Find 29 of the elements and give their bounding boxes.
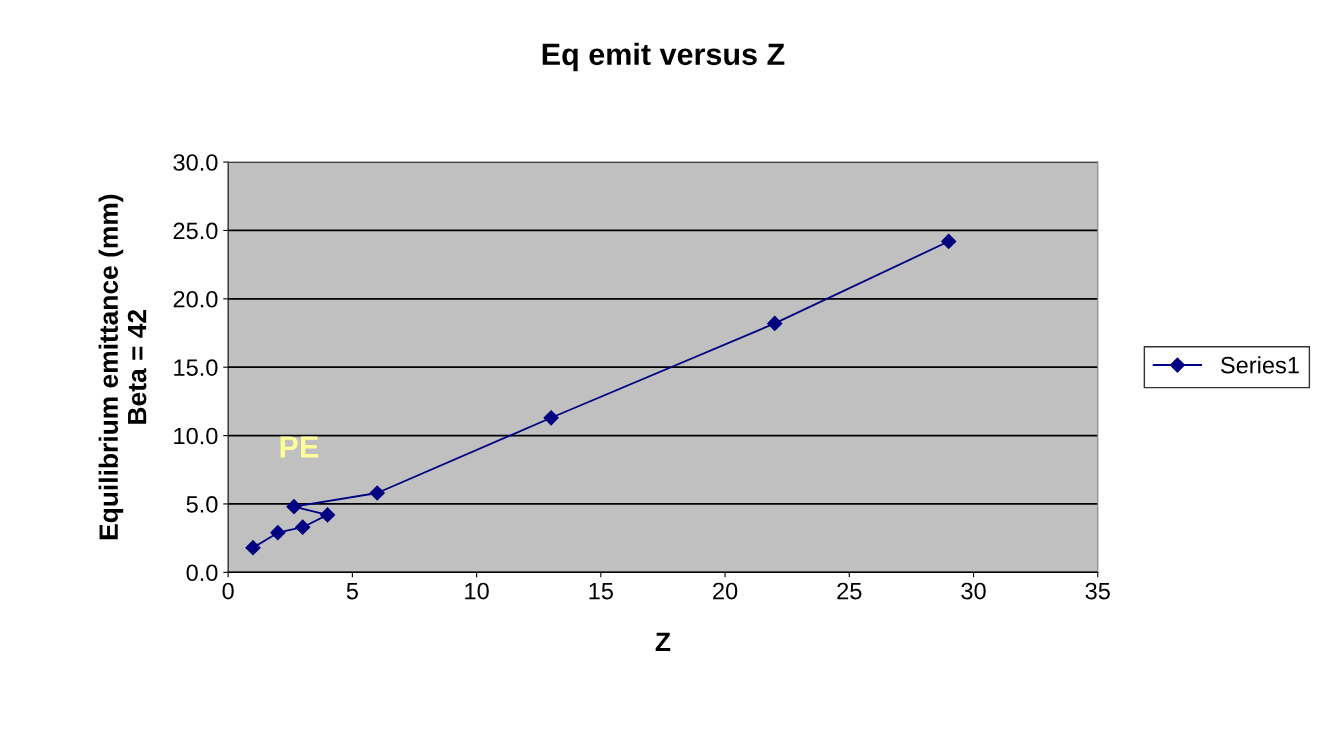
y-tick-label: 10.0 bbox=[174, 427, 218, 445]
point bbox=[295, 519, 311, 535]
point bbox=[543, 410, 559, 426]
y-tick-label: 5.0 bbox=[186, 496, 218, 513]
point bbox=[319, 507, 336, 523]
y-axis-title: Equilibrium emittance (mm) Beta = 42 bbox=[98, 194, 147, 540]
y-tick-label: 25.0 bbox=[173, 222, 218, 240]
x-tick-label: 20 bbox=[713, 582, 738, 600]
point bbox=[245, 540, 261, 556]
x-tick-label: 15 bbox=[589, 582, 613, 600]
point bbox=[270, 525, 286, 541]
legend-label: Series1 bbox=[1220, 356, 1299, 374]
point bbox=[286, 499, 302, 515]
x-tick-label: 10 bbox=[465, 582, 489, 600]
y-tick-label: 0.0 bbox=[186, 564, 218, 582]
point bbox=[369, 485, 385, 501]
point bbox=[941, 233, 957, 249]
x-axis-title: Z bbox=[655, 632, 671, 651]
x-tick-label: 5 bbox=[346, 582, 358, 600]
point bbox=[767, 315, 783, 331]
y-tick-label: 30.0 bbox=[173, 154, 218, 171]
x-tick-label: 25 bbox=[837, 582, 862, 600]
annotation: PE bbox=[280, 436, 319, 458]
chart-title: Eq emit versus Z bbox=[542, 42, 785, 72]
x-tick-label: 30 bbox=[961, 582, 986, 600]
y-tick-label: 20.0 bbox=[173, 290, 218, 308]
x-tick-label: 0 bbox=[222, 582, 234, 600]
y-tick-label: 15.0 bbox=[174, 359, 218, 376]
x-tick-label: 35 bbox=[1085, 582, 1110, 600]
